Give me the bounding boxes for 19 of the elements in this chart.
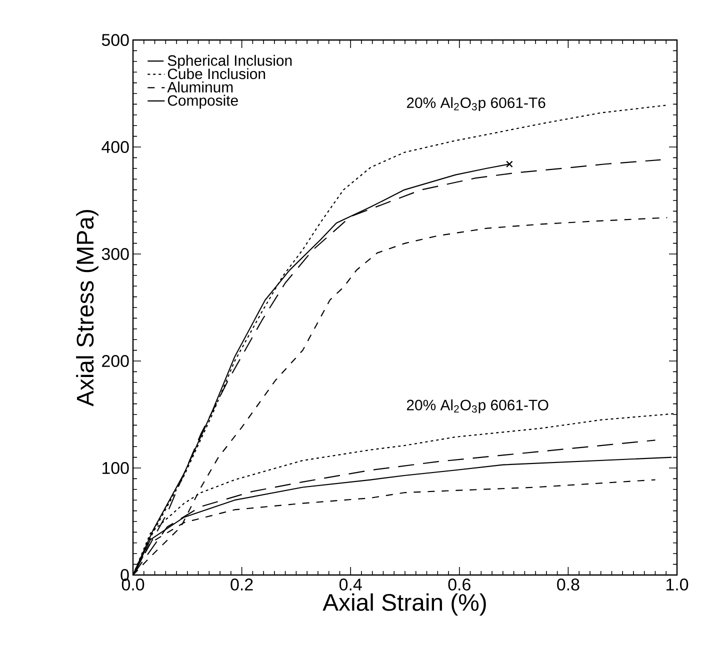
y-tick-label: 300: [102, 248, 129, 260]
x-tick-label: 0.4: [339, 578, 362, 591]
x-tick-label: 1.0: [666, 578, 688, 591]
legend-label: Spherical Inclusion: [168, 54, 292, 69]
y-tick-label: 400: [102, 141, 129, 153]
x-tick-label: 0.6: [448, 578, 470, 591]
legend-label: Cube Inclusion: [168, 68, 266, 80]
y-tick-label: 100: [102, 462, 129, 474]
annotation: 20% Al$_{2}$O$_{3}$p 6061-TO: [406, 399, 548, 414]
y-tick-label: 200: [102, 355, 129, 367]
y-axis-title: Axial Stress (MPa): [76, 210, 98, 406]
x-tick-label: 0.0: [122, 578, 144, 591]
legend-label: Aluminum: [167, 82, 233, 92]
y-tick-label: 500: [102, 34, 129, 46]
annotation: 20% Al$_{2}$O$_{3}$p 6061-T6: [406, 97, 546, 112]
x-axis-title: Axial Strain (%): [322, 593, 486, 616]
x-tick-label: 0.2: [230, 578, 253, 591]
x-tick-label: 0.8: [557, 578, 580, 591]
legend-label: Composite: [168, 94, 238, 109]
